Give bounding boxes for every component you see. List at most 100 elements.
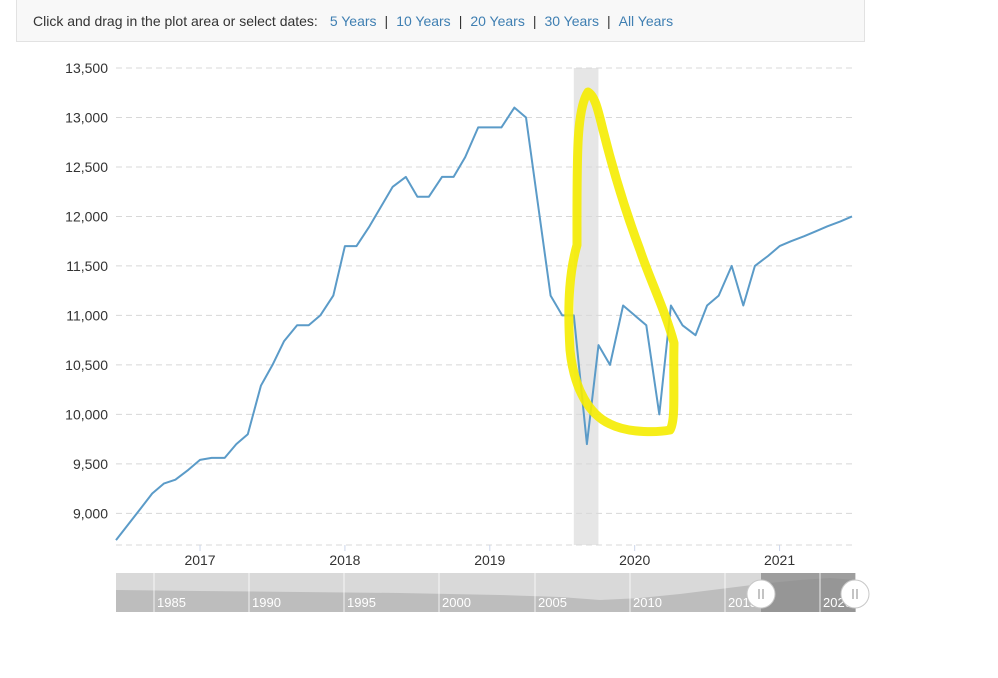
data-point[interactable] xyxy=(512,105,517,110)
data-point[interactable] xyxy=(825,224,830,229)
range-20-years-link[interactable]: 20 Years xyxy=(470,12,525,29)
x-axis: 2017 2018 2019 2020 2021 xyxy=(184,545,795,568)
data-point[interactable] xyxy=(379,204,384,209)
data-point[interactable] xyxy=(403,174,408,179)
data-point[interactable] xyxy=(838,219,843,224)
data-point[interactable] xyxy=(390,184,395,189)
data-point[interactable] xyxy=(777,244,782,249)
data-point[interactable] xyxy=(270,362,275,367)
y-tick-label: 9,000 xyxy=(73,505,108,521)
gridlines xyxy=(116,67,852,546)
y-tick-label: 10,000 xyxy=(65,406,108,422)
data-point[interactable] xyxy=(632,313,637,318)
data-point[interactable] xyxy=(150,491,155,496)
separator: | xyxy=(532,12,537,29)
data-point[interactable] xyxy=(463,155,468,160)
data-point[interactable] xyxy=(789,239,794,244)
data-point[interactable] xyxy=(114,538,119,543)
y-axis: 9,000 9,500 10,000 10,500 11,000 11,500 12,000… xyxy=(65,60,108,521)
data-point[interactable] xyxy=(209,455,214,460)
data-point[interactable] xyxy=(415,194,420,199)
data-point[interactable] xyxy=(367,224,372,229)
data-point[interactable] xyxy=(850,214,855,219)
data-point[interactable] xyxy=(186,467,191,472)
x-tick-label: 2019 xyxy=(474,552,505,568)
data-point[interactable] xyxy=(584,442,589,447)
data-point[interactable] xyxy=(173,477,178,482)
y-tick-label: 13,500 xyxy=(65,60,108,76)
data-point[interactable] xyxy=(560,313,565,318)
data-point[interactable] xyxy=(716,293,721,298)
data-point[interactable] xyxy=(342,244,347,249)
data-point[interactable] xyxy=(451,174,456,179)
data-point[interactable] xyxy=(608,362,613,367)
y-tick-label: 13,000 xyxy=(65,109,108,125)
data-point[interactable] xyxy=(657,412,662,417)
data-point[interactable] xyxy=(741,303,746,308)
data-point[interactable] xyxy=(306,323,311,328)
range-30-years-link[interactable]: 30 Years xyxy=(544,12,599,29)
data-point[interactable] xyxy=(198,457,203,462)
data-point[interactable] xyxy=(524,115,529,120)
separator: | xyxy=(458,12,463,29)
data-point[interactable] xyxy=(596,343,601,348)
x-tick-label: 2020 xyxy=(619,552,650,568)
handle-knob[interactable] xyxy=(840,579,870,609)
navigator-year-label: 2005 xyxy=(538,595,567,610)
yellow-annotation-loop xyxy=(564,87,679,437)
handle-knob[interactable] xyxy=(746,579,776,609)
x-tick-label: 2017 xyxy=(184,552,215,568)
data-point[interactable] xyxy=(282,339,287,344)
data-point[interactable] xyxy=(258,383,263,388)
navigator-right-handle[interactable] xyxy=(840,579,870,609)
data-point[interactable] xyxy=(295,323,300,328)
data-point[interactable] xyxy=(426,194,431,199)
annotation-layer xyxy=(564,87,679,437)
y-tick-label: 10,500 xyxy=(65,357,108,373)
data-point[interactable] xyxy=(487,125,492,130)
navigator-year-label: 1990 xyxy=(252,595,281,610)
data-point[interactable] xyxy=(535,199,540,204)
range-navigator[interactable]: 1985 1990 1995 2000 2005 2010 2015 2020 xyxy=(116,573,870,612)
data-point[interactable] xyxy=(125,523,130,528)
data-point[interactable] xyxy=(813,229,818,234)
data-point[interactable] xyxy=(245,432,250,437)
range-5-years-link[interactable]: 5 Years xyxy=(329,12,377,29)
range-all-years-link[interactable]: All Years xyxy=(618,12,674,29)
data-point[interactable] xyxy=(802,234,807,239)
x-tick-label: 2018 xyxy=(329,552,360,568)
data-point[interactable] xyxy=(331,293,336,298)
data-point[interactable] xyxy=(644,323,649,328)
separator: | xyxy=(384,12,389,29)
data-point[interactable] xyxy=(752,263,757,268)
range-10-years-link[interactable]: 10 Years xyxy=(396,12,451,29)
y-tick-label: 9,500 xyxy=(73,456,108,472)
data-point[interactable] xyxy=(234,442,239,447)
data-point[interactable] xyxy=(354,244,359,249)
data-point[interactable] xyxy=(476,125,481,130)
series-layer xyxy=(114,105,855,543)
data-point[interactable] xyxy=(668,303,673,308)
data-point[interactable] xyxy=(161,481,166,486)
navigator-year-label: 1985 xyxy=(157,595,186,610)
navigator-selection[interactable] xyxy=(761,573,855,612)
data-point[interactable] xyxy=(693,333,698,338)
y-tick-label: 12,000 xyxy=(65,208,108,224)
data-point[interactable] xyxy=(680,323,685,328)
data-point[interactable] xyxy=(729,263,734,268)
data-point[interactable] xyxy=(621,303,626,308)
navigator-year-label: 2000 xyxy=(442,595,471,610)
navigator-left-handle[interactable] xyxy=(746,579,776,609)
data-point[interactable] xyxy=(705,303,710,308)
data-point[interactable] xyxy=(439,174,444,179)
data-point[interactable] xyxy=(318,313,323,318)
y-tick-label: 11,000 xyxy=(66,307,108,323)
data-point[interactable] xyxy=(765,254,770,259)
data-point[interactable] xyxy=(137,508,142,513)
data-point[interactable] xyxy=(499,125,504,130)
navigator-year-label: 1995 xyxy=(347,595,376,610)
navigator-year-label: 2010 xyxy=(633,595,662,610)
data-point[interactable] xyxy=(222,455,227,460)
data-point[interactable] xyxy=(548,293,553,298)
